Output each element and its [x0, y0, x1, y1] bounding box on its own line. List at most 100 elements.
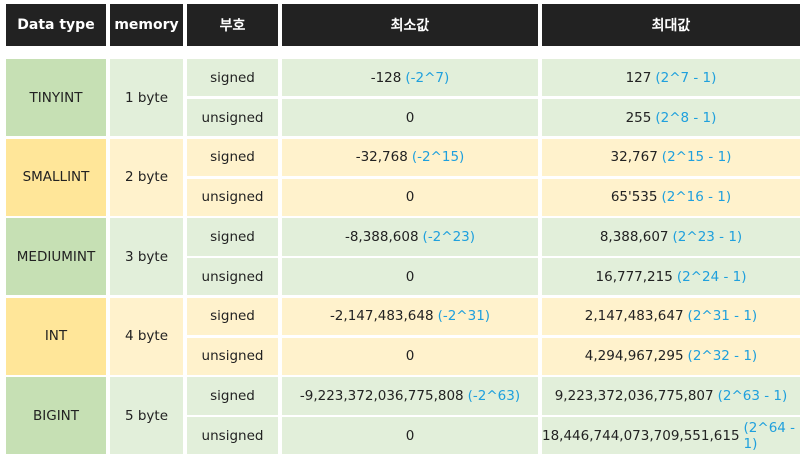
- min-cell: 0: [282, 98, 538, 137]
- sign-label: unsigned: [201, 268, 264, 285]
- sign-label: signed: [210, 228, 255, 245]
- max-cell: 4,294,967,295 (2^32 - 1): [542, 337, 800, 375]
- max-value: 2,147,483,647: [584, 308, 684, 325]
- sign-label: unsigned: [201, 427, 264, 444]
- max-value: 65'535: [610, 189, 658, 206]
- header-spacer: [542, 49, 800, 57]
- max-expression: (2^24 - 1): [676, 268, 747, 285]
- max-value: 9,223,372,036,775,807: [554, 388, 714, 405]
- max-expression: (2^16 - 1): [661, 189, 732, 206]
- sign-label: signed: [210, 388, 255, 405]
- max-value: 255: [625, 109, 652, 126]
- min-value: -128: [370, 69, 402, 86]
- max-expression: (2^7 - 1): [655, 69, 717, 86]
- memory-label: 5 byte: [124, 407, 169, 424]
- min-value: -9,223,372,036,775,808: [299, 388, 464, 405]
- header-data-type: Data type: [6, 4, 106, 46]
- max-expression: (2^31 - 1): [687, 308, 758, 325]
- memory-label: 2 byte: [124, 169, 169, 186]
- min-cell: 0: [282, 178, 538, 216]
- memory-cell: 1 byte: [110, 59, 183, 137]
- max-expression: (2^15 - 1): [661, 149, 732, 166]
- type-label: MEDIUMINT: [16, 248, 96, 265]
- sign-cell: unsigned: [187, 337, 278, 375]
- max-value: 32,767: [610, 149, 658, 166]
- min-cell: -2,147,483,648 (-2^31): [282, 297, 538, 336]
- min-cell: -8,388,608 (-2^23): [282, 218, 538, 256]
- max-value: 8,388,607: [599, 228, 669, 245]
- min-cell: 0: [282, 337, 538, 375]
- type-label: SMALLINT: [22, 169, 90, 186]
- max-cell: 18,446,744,073,709,551,615 (2^64 - 1): [542, 417, 800, 454]
- sign-label: signed: [210, 308, 255, 325]
- header-spacer: [6, 49, 106, 57]
- max-value: 4,294,967,295: [584, 348, 684, 365]
- max-expression: (2^8 - 1): [655, 109, 717, 126]
- sign-cell: unsigned: [187, 258, 278, 296]
- memory-cell: 3 byte: [110, 218, 183, 296]
- memory-label: 1 byte: [124, 89, 169, 106]
- min-cell: -32,768 (-2^15): [282, 138, 538, 176]
- sign-label: unsigned: [201, 348, 264, 365]
- memory-label: 3 byte: [124, 248, 169, 265]
- header-memory: memory: [110, 4, 183, 46]
- min-value: -2,147,483,648: [329, 308, 434, 325]
- max-value: 16,777,215: [595, 268, 673, 285]
- max-cell: 255 (2^8 - 1): [542, 98, 800, 137]
- max-cell: 8,388,607 (2^23 - 1): [542, 218, 800, 256]
- sign-label: signed: [210, 69, 255, 86]
- memory-cell: 5 byte: [110, 377, 183, 454]
- max-cell: 32,767 (2^15 - 1): [542, 138, 800, 176]
- max-cell: 9,223,372,036,775,807 (2^63 - 1): [542, 377, 800, 415]
- type-cell: MEDIUMINT: [6, 218, 106, 296]
- sign-cell: unsigned: [187, 98, 278, 137]
- min-value: -32,768: [355, 149, 408, 166]
- max-cell: 65'535 (2^16 - 1): [542, 178, 800, 216]
- sign-cell: signed: [187, 377, 278, 415]
- min-value: 0: [405, 109, 415, 126]
- header-spacer: [110, 49, 183, 57]
- sign-cell: signed: [187, 297, 278, 336]
- header-spacer: [187, 49, 278, 57]
- type-cell: INT: [6, 297, 106, 375]
- min-expression: (-2^31): [437, 308, 491, 325]
- header-sign: 부호: [187, 4, 278, 46]
- max-value: 18,446,744,073,709,551,615: [542, 427, 740, 444]
- min-expression: (-2^7): [405, 69, 450, 86]
- max-cell: 16,777,215 (2^24 - 1): [542, 258, 800, 296]
- max-expression: (2^64 - 1): [743, 419, 796, 452]
- min-value: 0: [405, 268, 415, 285]
- sign-label: unsigned: [201, 109, 264, 126]
- type-label: INT: [44, 328, 68, 345]
- min-value: -8,388,608: [344, 228, 419, 245]
- min-cell: -128 (-2^7): [282, 59, 538, 97]
- min-expression: (-2^63): [467, 388, 521, 405]
- header-spacer: [282, 49, 538, 57]
- header-max: 최대값: [542, 4, 800, 46]
- sign-label: unsigned: [201, 189, 264, 206]
- sign-cell: signed: [187, 59, 278, 97]
- max-expression: (2^63 - 1): [717, 388, 788, 405]
- min-cell: -9,223,372,036,775,808 (-2^63): [282, 377, 538, 415]
- max-cell: 2,147,483,647 (2^31 - 1): [542, 297, 800, 336]
- max-expression: (2^23 - 1): [672, 228, 743, 245]
- min-value: 0: [405, 189, 415, 206]
- sign-cell: unsigned: [187, 417, 278, 454]
- min-cell: 0: [282, 258, 538, 296]
- min-value: 0: [405, 348, 415, 365]
- sign-cell: unsigned: [187, 178, 278, 216]
- header-min: 최소값: [282, 4, 538, 46]
- min-expression: (-2^23): [422, 228, 476, 245]
- max-value: 127: [625, 69, 652, 86]
- type-cell: SMALLINT: [6, 138, 106, 216]
- sign-cell: signed: [187, 138, 278, 176]
- memory-cell: 4 byte: [110, 297, 183, 375]
- min-cell: 0: [282, 417, 538, 454]
- type-cell: BIGINT: [6, 377, 106, 454]
- memory-label: 4 byte: [124, 328, 169, 345]
- sign-label: signed: [210, 149, 255, 166]
- min-value: 0: [405, 427, 415, 444]
- type-label: TINYINT: [29, 89, 83, 106]
- max-cell: 127 (2^7 - 1): [542, 59, 800, 97]
